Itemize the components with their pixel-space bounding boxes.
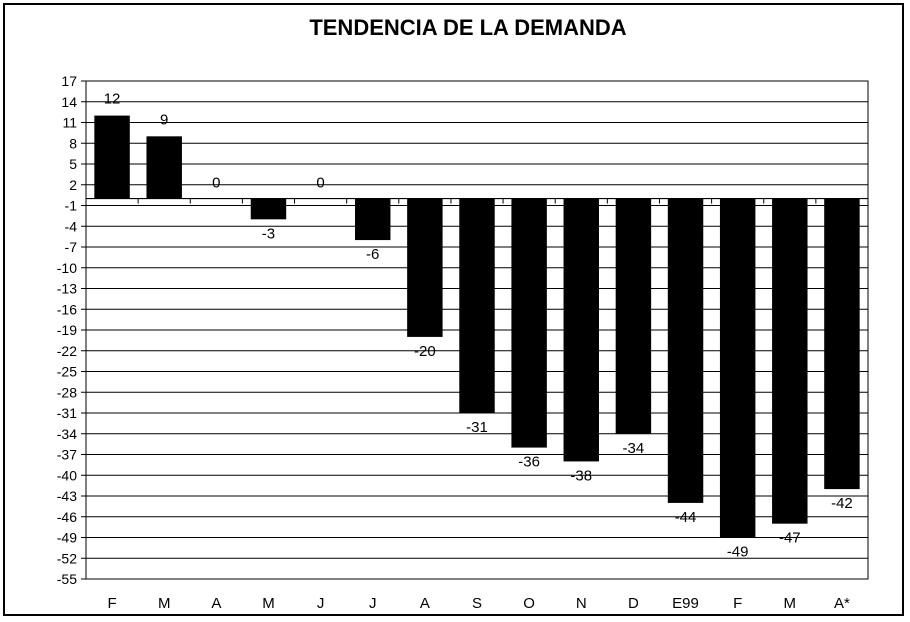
y-tick-label: -31 [57, 405, 77, 421]
bar [511, 198, 547, 448]
x-tick-label: S [472, 595, 482, 612]
y-tick-label: -10 [57, 260, 77, 276]
y-tick-label: 11 [62, 115, 77, 131]
data-label: -3 [262, 225, 275, 242]
axes [81, 80, 869, 580]
data-label: -31 [466, 419, 488, 436]
x-tick-label: J [317, 595, 325, 612]
x-tick-label: O [523, 595, 535, 612]
chart-title: TENDENCIA DE LA DEMANDA [309, 15, 626, 40]
y-tick-label: -25 [57, 364, 77, 380]
x-tick-label: M [158, 595, 171, 612]
x-tick-label: M [262, 595, 275, 612]
data-label: -36 [518, 454, 540, 471]
bar [563, 198, 599, 462]
x-tick-label: E99 [672, 595, 699, 612]
data-label: -34 [623, 440, 645, 457]
y-tick-label: -40 [57, 467, 77, 483]
x-tick-labels: F M A M J J A S O N D E99 F M A* [107, 595, 850, 612]
plot-area [85, 80, 869, 580]
y-tick-label: -4 [65, 218, 78, 234]
bar [146, 136, 182, 199]
x-tick-label: A* [834, 595, 850, 612]
x-tick-label: A [420, 595, 430, 612]
y-tick-label: -7 [65, 239, 78, 255]
bar [355, 198, 391, 241]
y-tick-label: -16 [57, 301, 77, 317]
y-tick-label: -49 [57, 530, 77, 546]
data-label: 9 [160, 111, 168, 128]
x-tick-label: D [628, 595, 639, 612]
x-tick-label: J [369, 595, 377, 612]
y-tick-label: -55 [57, 571, 77, 587]
y-tick-label: 2 [69, 177, 77, 193]
x-tick-label: N [576, 595, 587, 612]
data-label: 0 [316, 175, 324, 192]
x-tick-label: F [733, 595, 742, 612]
data-label: -49 [727, 544, 749, 561]
y-tick-label: -37 [57, 447, 77, 463]
bar [407, 198, 443, 337]
data-label: -6 [366, 246, 379, 263]
bar [94, 115, 130, 199]
bars [94, 115, 860, 538]
bar [772, 198, 808, 524]
y-tick-label: 17 [61, 73, 77, 89]
data-label: -47 [779, 530, 801, 547]
y-tick-label: -43 [57, 488, 77, 504]
bar [667, 198, 704, 503]
y-tick-label: -22 [57, 343, 77, 359]
y-tick-label: -46 [57, 509, 77, 525]
y-tick-label: 14 [61, 94, 77, 110]
x-tick-label: A [211, 595, 221, 612]
y-tick-label: -19 [57, 322, 77, 338]
y-tick-label: -28 [57, 384, 77, 400]
data-label: -42 [831, 495, 853, 512]
y-tick-label: 5 [69, 156, 77, 172]
bar [250, 198, 287, 220]
y-tick-label: -52 [57, 550, 77, 566]
x-tick-label: F [107, 595, 116, 612]
data-label: 12 [104, 91, 121, 108]
y-tick-labels: 17 14 11 8 5 2 -1 -4 -7 -10 -13 -16 -19 -22 -25 -28 -31 -… [57, 73, 77, 587]
y-tick-label: -13 [57, 281, 77, 297]
bar [615, 198, 652, 434]
data-labels: 12 9 0 -3 0 -6 -20 -31 -36 -38 -34 -44 -49 -47 -42 [104, 91, 853, 561]
x-tick-label: M [784, 595, 797, 612]
y-tick-label: 8 [69, 135, 77, 151]
bar [824, 198, 860, 490]
y-tick-label: -34 [57, 426, 77, 442]
data-label: -38 [570, 467, 592, 484]
bar [719, 198, 756, 538]
data-label: -44 [675, 509, 697, 526]
bar [459, 198, 495, 413]
data-label: -20 [414, 343, 436, 360]
data-label: 0 [212, 175, 220, 192]
y-tick-label: -1 [65, 198, 78, 214]
